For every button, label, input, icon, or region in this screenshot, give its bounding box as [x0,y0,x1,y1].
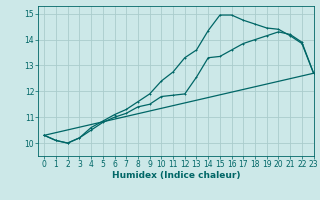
X-axis label: Humidex (Indice chaleur): Humidex (Indice chaleur) [112,171,240,180]
